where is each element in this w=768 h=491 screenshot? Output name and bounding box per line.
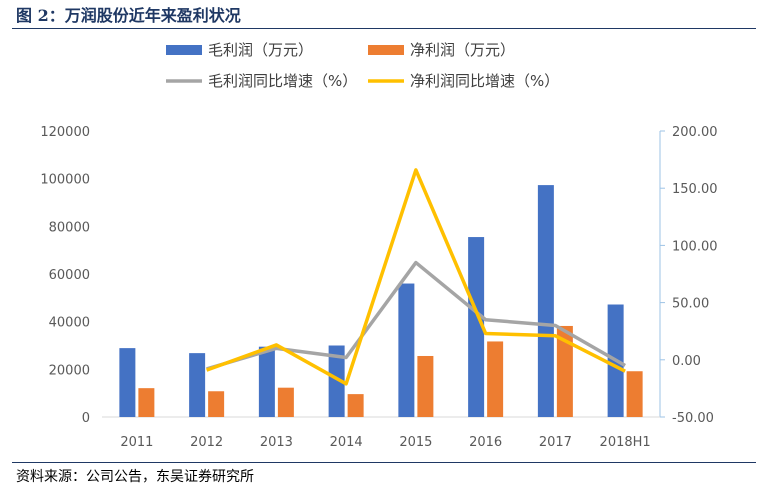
figure-title: 图 2：万润股份近年来盈利状况: [16, 6, 241, 25]
y-right-tick-label: -50.00: [672, 411, 714, 426]
x-tick-label: 2014: [330, 435, 363, 450]
bar-gross-profit: [189, 353, 206, 417]
source-note: 资料来源：公司公告，东吴证券研究所: [16, 469, 254, 485]
y-right-tick-label: 50.00: [672, 297, 709, 312]
y-left-tick-label: 80000: [49, 220, 90, 235]
legend-swatch: [166, 45, 202, 55]
bar-gross-profit: [537, 185, 554, 417]
y-left-tick-label: 0: [82, 411, 90, 426]
bar-net-profit: [626, 371, 643, 417]
bar-net-profit: [208, 391, 225, 417]
legend-label: 毛利润（万元）: [208, 41, 313, 59]
y-left-tick-label: 120000: [40, 125, 90, 140]
bar-net-profit: [347, 394, 364, 417]
bar-net-profit: [556, 325, 573, 417]
bar-gross-profit: [398, 283, 415, 417]
x-tick-label: 2012: [190, 435, 223, 450]
source-divider: [12, 462, 756, 463]
legend-label: 净利润（万元）: [410, 41, 515, 59]
legend-swatch: [368, 45, 404, 55]
y-left-tick-label: 40000: [49, 316, 90, 331]
bar-net-profit: [138, 388, 155, 417]
bar-gross-profit: [258, 346, 275, 417]
y-right-tick-label: 150.00: [672, 182, 718, 197]
x-tick-label: 2017: [539, 435, 572, 450]
y-left-tick-label: 60000: [49, 268, 90, 283]
y-left-tick-label: 20000: [49, 363, 90, 378]
title-divider: [12, 28, 756, 29]
x-tick-label: 2013: [260, 435, 293, 450]
line-gross-profit-growth: [206, 260, 626, 371]
y-right-tick-label: 0.00: [672, 354, 701, 369]
bar-net-profit: [487, 341, 504, 417]
bar-net-profit: [277, 387, 294, 417]
legend-label: 毛利润同比增速（%）: [208, 72, 357, 90]
bar-net-profit: [417, 355, 434, 417]
x-tick-label: 2015: [399, 435, 432, 450]
y-right-tick-label: 200.00: [672, 125, 718, 140]
profit-chart: 0 20000 40000 60000 80000 100000 120000 -50.00 0…: [40, 41, 718, 450]
line-net-profit-growth: [206, 168, 626, 386]
x-tick-label: 2011: [120, 435, 153, 450]
bar-gross-profit: [468, 237, 485, 417]
bar-gross-profit: [328, 345, 345, 417]
y-left-tick-label: 100000: [40, 173, 90, 188]
y-right-tick-label: 100.00: [672, 239, 718, 254]
legend-label: 净利润同比增速（%）: [410, 72, 559, 90]
x-tick-label: 2016: [469, 435, 502, 450]
x-tick-label: 2018H1: [600, 435, 651, 450]
bar-gross-profit: [119, 348, 136, 417]
